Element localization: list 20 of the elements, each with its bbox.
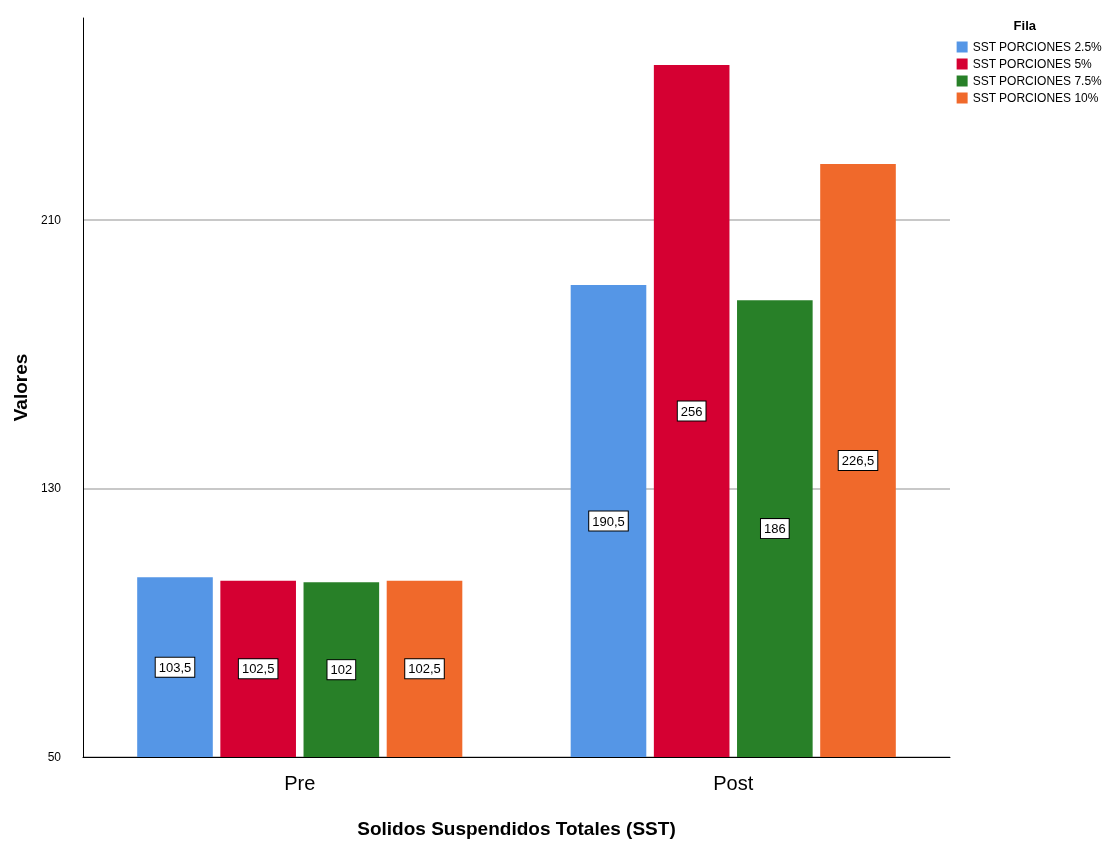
data-label: 102,5	[241, 661, 275, 677]
legend-label: SST PORCIONES 5%	[972, 57, 1093, 71]
y-axis-title: Valores	[10, 353, 32, 422]
data-label: 226,5	[841, 453, 875, 469]
y-tick-label: 130	[40, 481, 62, 496]
x-tick-label: Post	[713, 772, 754, 794]
data-label: 256	[680, 403, 703, 419]
data-label: 190,5	[592, 513, 625, 529]
legend-title: Fila	[1013, 18, 1037, 33]
x-tick-label: Pre	[284, 772, 316, 794]
data-label: 102	[330, 662, 353, 678]
legend-label: SST PORCIONES 7.5%	[972, 74, 1103, 88]
y-tick-label: 50	[47, 750, 62, 764]
data-label: 103,5	[158, 659, 192, 675]
legend-label: SST PORCIONES 10%	[972, 91, 1099, 105]
y-tick-label: 210	[40, 212, 62, 227]
data-label: 102,5	[408, 661, 441, 677]
legend-label: SST PORCIONES 2.5%	[972, 40, 1103, 54]
data-label: 186	[763, 521, 786, 537]
x-axis-title: Solidos Suspendidos Totales (SST)	[357, 818, 676, 839]
